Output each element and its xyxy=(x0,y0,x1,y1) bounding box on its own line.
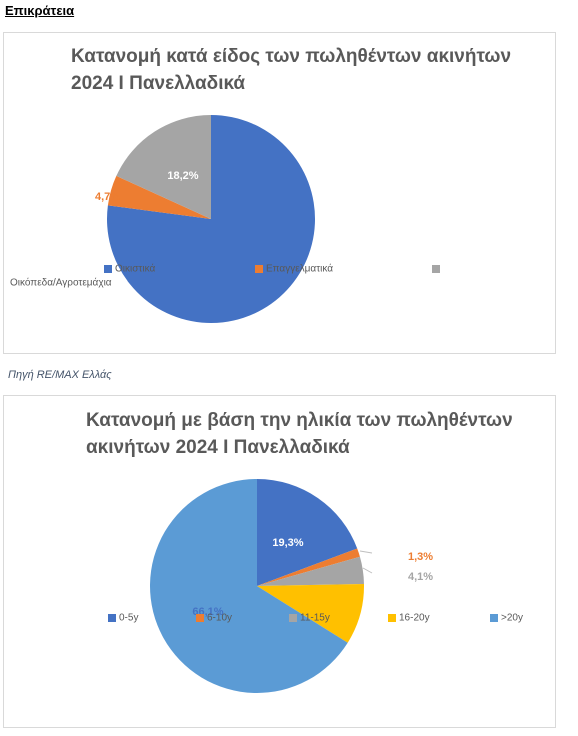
legend-label: 11-15y xyxy=(300,613,330,624)
leader-line xyxy=(362,567,373,574)
source: Πηγή RE/MAX Ελλάς xyxy=(8,369,112,381)
pie-slice xyxy=(257,548,360,586)
data-label: 4,7% xyxy=(95,191,120,203)
legend-swatch xyxy=(104,265,112,273)
legend-swatch xyxy=(289,614,297,622)
legend-swatch xyxy=(490,614,498,622)
legend-label: Οικιστικά xyxy=(115,263,155,275)
pie-slice xyxy=(116,115,211,219)
chart-title: Κατανομή κατά είδος των πωληθέντων ακινή… xyxy=(71,46,512,94)
chart-title: Κατανομή με βάση την ηλικία των πωληθέντ… xyxy=(86,410,513,458)
legend-label: 6-10y xyxy=(207,613,232,624)
legend-label: Οικόπεδα/Αγροτεμάχια xyxy=(10,277,112,289)
legend-swatch xyxy=(108,614,116,622)
pie-slice xyxy=(257,583,364,643)
chart-box: Κατανομή με βάση την ηλικία των πωληθέντ… xyxy=(3,395,556,728)
legend-swatch xyxy=(255,265,263,273)
pie-slice xyxy=(107,175,211,219)
heading: Επικράτεια xyxy=(5,3,75,18)
data-label: 19,3% xyxy=(272,537,303,549)
pie-slice xyxy=(107,115,316,323)
legend-label: 16-20y xyxy=(399,613,430,624)
pie-slice xyxy=(257,479,358,586)
data-label: 1,3% xyxy=(408,551,433,563)
pie-slice xyxy=(257,556,364,586)
chart-box: Κατανομή κατά είδος των πωληθέντων ακινή… xyxy=(3,32,556,354)
legend-swatch xyxy=(432,265,440,273)
leader-line xyxy=(359,550,373,554)
legend-label: Επαγγελματικά xyxy=(266,263,333,275)
data-label: 18,2% xyxy=(167,170,198,182)
legend-swatch xyxy=(196,614,204,622)
legend-label: >20y xyxy=(501,613,523,624)
legend-swatch xyxy=(388,614,396,622)
pie-slice xyxy=(150,479,348,693)
legend-label: 0-5y xyxy=(119,613,138,624)
data-label: 4,1% xyxy=(408,571,433,583)
